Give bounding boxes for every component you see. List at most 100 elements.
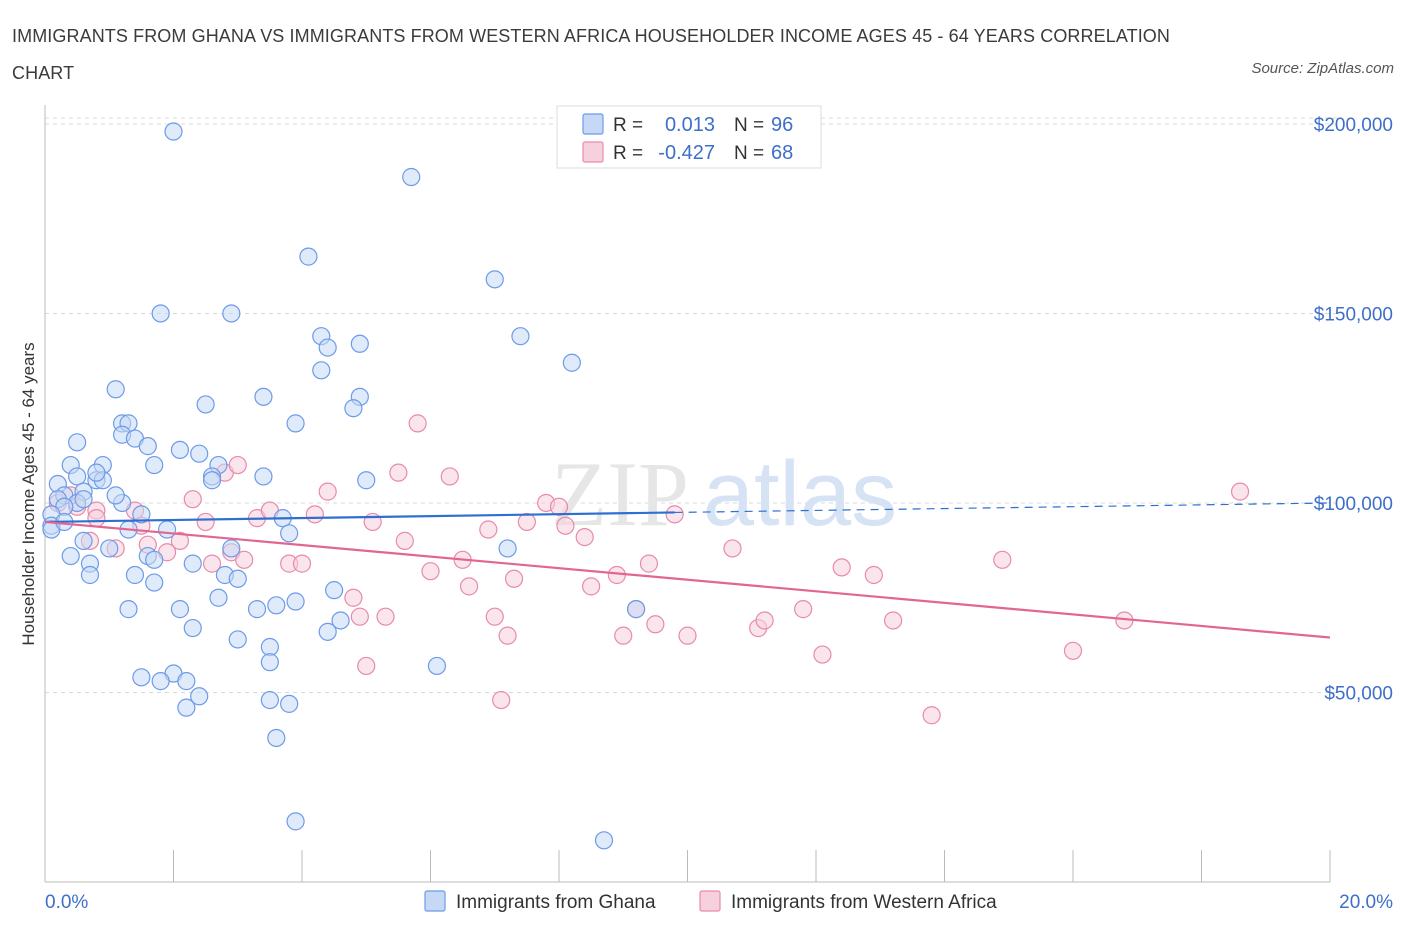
wafrica-point-22 [305, 505, 324, 524]
wafrica-point-57 [832, 558, 851, 577]
ghana-point-68 [267, 596, 286, 615]
wafrica-point-31 [421, 562, 440, 581]
wafrica-point-66 [408, 414, 427, 433]
ghana-point-92 [74, 490, 93, 509]
wafrica-point-23 [318, 482, 337, 501]
y-tick-labels: $50,000 $100,000 $150,000 $200,000 [1314, 115, 1393, 705]
ghana-point-1 [402, 167, 421, 187]
ghana-point-65 [325, 581, 344, 600]
ghana-point-51 [74, 531, 93, 550]
bottom-legend-ghana-swatch [424, 890, 446, 912]
wafrica-point-36 [485, 607, 504, 626]
chart-title: IMMIGRANTS FROM GHANA VS IMMIGRANTS FROM… [12, 26, 1170, 83]
wafrica-point-42 [556, 516, 575, 535]
ghana-point-67 [286, 592, 305, 611]
ghana-point-44 [132, 505, 151, 524]
ghana-point-60 [80, 565, 100, 585]
ghana-point-15 [344, 399, 363, 418]
x-tick-labels: 0.0% 20.0% [45, 892, 1393, 913]
ghana-point-59 [183, 554, 202, 573]
ghana-point-32 [202, 471, 222, 490]
wafrica-point-60 [922, 706, 941, 725]
ghana-point-19 [286, 414, 305, 433]
wafrica-point-55 [794, 600, 813, 619]
ghana-point-7 [318, 338, 337, 357]
ghana-point-26 [145, 455, 164, 475]
ghana-point-77 [260, 637, 279, 657]
wafrica-point-38 [504, 569, 524, 588]
source-label: Source: ZipAtlas.com [1251, 60, 1394, 77]
ghana-point-88 [267, 728, 286, 748]
ghana-point-76 [228, 630, 247, 649]
legend-n-value-wafrica: 68 [771, 142, 793, 164]
ghana-point-33 [68, 467, 87, 486]
wafrica-point-11 [170, 531, 190, 550]
wafrica-point-50 [665, 505, 684, 524]
ghana-point-50 [280, 524, 299, 543]
legend-ghana-swatch [582, 113, 604, 135]
bottom-legend-wafrica-swatch [699, 890, 721, 912]
ghana-point-36 [357, 471, 376, 490]
ghana-point-11 [312, 361, 331, 380]
wafrica-point-46 [614, 626, 633, 645]
wafrica-point-34 [459, 577, 479, 596]
x-tick-label-min: 0.0% [45, 892, 88, 913]
ghana-point-8 [350, 334, 369, 353]
wafrica-point-59 [883, 611, 903, 630]
series-legend: Immigrants from Ghana Immigrants from We… [424, 890, 997, 913]
ghana-point-86 [280, 694, 299, 713]
ghana-point-0 [164, 122, 183, 141]
ghana-point-16 [196, 395, 215, 414]
wafrica-point-37 [498, 626, 517, 645]
ghana-point-24 [170, 440, 190, 460]
ghana-point-9 [511, 327, 530, 346]
legend-r-value-wafrica: -0.427 [658, 142, 715, 164]
ghana-point-53 [222, 539, 241, 558]
ghana-point-94 [87, 463, 106, 482]
ghana-point-90 [594, 831, 614, 850]
wafrica-point-12 [183, 490, 202, 509]
ghana-point-87 [177, 698, 196, 717]
legend-r-value-ghana: 0.013 [665, 114, 715, 136]
ghana-point-49 [157, 520, 177, 539]
ghana-point-66 [209, 588, 228, 607]
ghana-point-61 [125, 565, 145, 585]
wafrica-point-35 [479, 520, 498, 539]
ghana-point-74 [183, 618, 202, 638]
legend-n-label-1: N = [734, 115, 764, 136]
ghana-point-89 [286, 812, 305, 831]
wafrica-point-3 [87, 509, 106, 528]
ghana-point-73 [331, 611, 350, 630]
wafrica-point-14 [202, 554, 222, 573]
wafrica-point-30 [395, 531, 414, 550]
axes [44, 105, 1331, 883]
wafrica-point-49 [646, 615, 665, 634]
ghana-point-83 [177, 672, 196, 691]
wafrica-point-25 [350, 607, 369, 626]
ghana-point-84 [190, 687, 209, 706]
series-ghana-points [42, 122, 646, 850]
trend-line-ghana-extrapolated [674, 502, 1331, 514]
y-tick-label-0: $50,000 [1324, 683, 1393, 704]
ghana-point-71 [119, 600, 138, 619]
ghana-point-69 [170, 600, 190, 619]
ghana-point-2 [299, 247, 318, 266]
legend-n-value-ghana: 96 [771, 114, 793, 136]
ghana-point-85 [260, 690, 279, 710]
y-tick-label-1: $100,000 [1314, 494, 1393, 515]
ghana-point-30 [254, 467, 273, 486]
wafrica-point-62 [1063, 641, 1083, 660]
legend-n-label-2: N = [734, 143, 764, 164]
wafrica-point-64 [1230, 482, 1250, 501]
wafrica-point-24 [344, 588, 363, 607]
wafrica-point-48 [639, 554, 659, 573]
wafrica-point-13 [196, 512, 215, 532]
wafrica-point-17 [235, 550, 254, 569]
ghana-point-13 [254, 387, 273, 406]
wafrica-point-67 [492, 690, 511, 710]
ghana-point-78 [260, 653, 279, 672]
ghana-point-52 [100, 539, 119, 558]
ghana-point-25 [190, 444, 209, 463]
ghana-point-5 [222, 304, 241, 323]
